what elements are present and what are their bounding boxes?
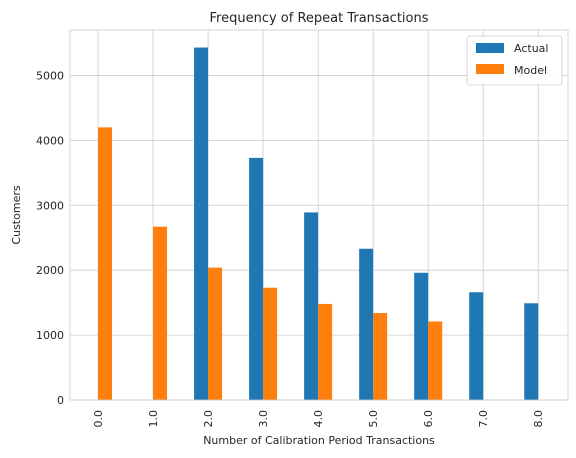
legend-label-model: Model [514,64,547,77]
bar-actual-7-0 [469,292,484,400]
x-tick-label: 5.0 [367,410,380,428]
y-tick-label: 5000 [36,69,64,82]
y-tick-label: 4000 [36,134,64,147]
bar-actual-5-0 [359,248,374,400]
bar-model-2-0 [208,267,223,400]
y-tick-label: 2000 [36,264,64,277]
x-tick-label: 8.0 [532,410,545,428]
x-tick-label: 4.0 [312,410,325,428]
x-tick-labels: 0.0 1.0 2.0 3.0 4.0 5.0 6.0 7.0 8.0 [92,410,545,428]
y-axis-label: Customers [10,185,23,244]
bar-model-3-0 [263,287,278,400]
bar-actual-3-0 [249,157,264,400]
chart-title: Frequency of Repeat Transactions [210,11,429,26]
bars [98,47,539,401]
bar-model-0-0 [98,127,113,401]
bar-actual-4-0 [304,212,319,400]
legend-swatch-model [476,64,504,74]
bar-model-6-0 [428,321,443,400]
y-tick-label: 3000 [36,199,64,212]
x-tick-label: 2.0 [202,410,215,428]
x-tick-label: 1.0 [147,410,160,428]
legend-label-actual: Actual [514,42,548,55]
plot-frame [69,29,569,401]
x-tick-label: 6.0 [422,410,435,428]
bar-model-1-0 [153,226,168,400]
legend: Actual Model [466,35,563,86]
x-tick-label: 3.0 [257,410,270,428]
legend-swatch-actual [476,43,504,53]
bar-model-4-0 [318,303,333,400]
x-tick-label: 0.0 [92,410,105,428]
bar-actual-6-0 [414,272,429,400]
bar-model-5-0 [373,313,388,400]
bar-actual-2-0 [194,47,209,401]
x-axis-label: Number of Calibration Period Transaction… [203,434,435,447]
bar-actual-8-0 [524,303,539,400]
y-tick-labels: 0 1000 2000 3000 4000 5000 [36,69,64,407]
y-tick-label: 0 [57,394,64,407]
y-tick-label: 1000 [36,329,64,342]
x-tick-label: 7.0 [477,410,490,428]
